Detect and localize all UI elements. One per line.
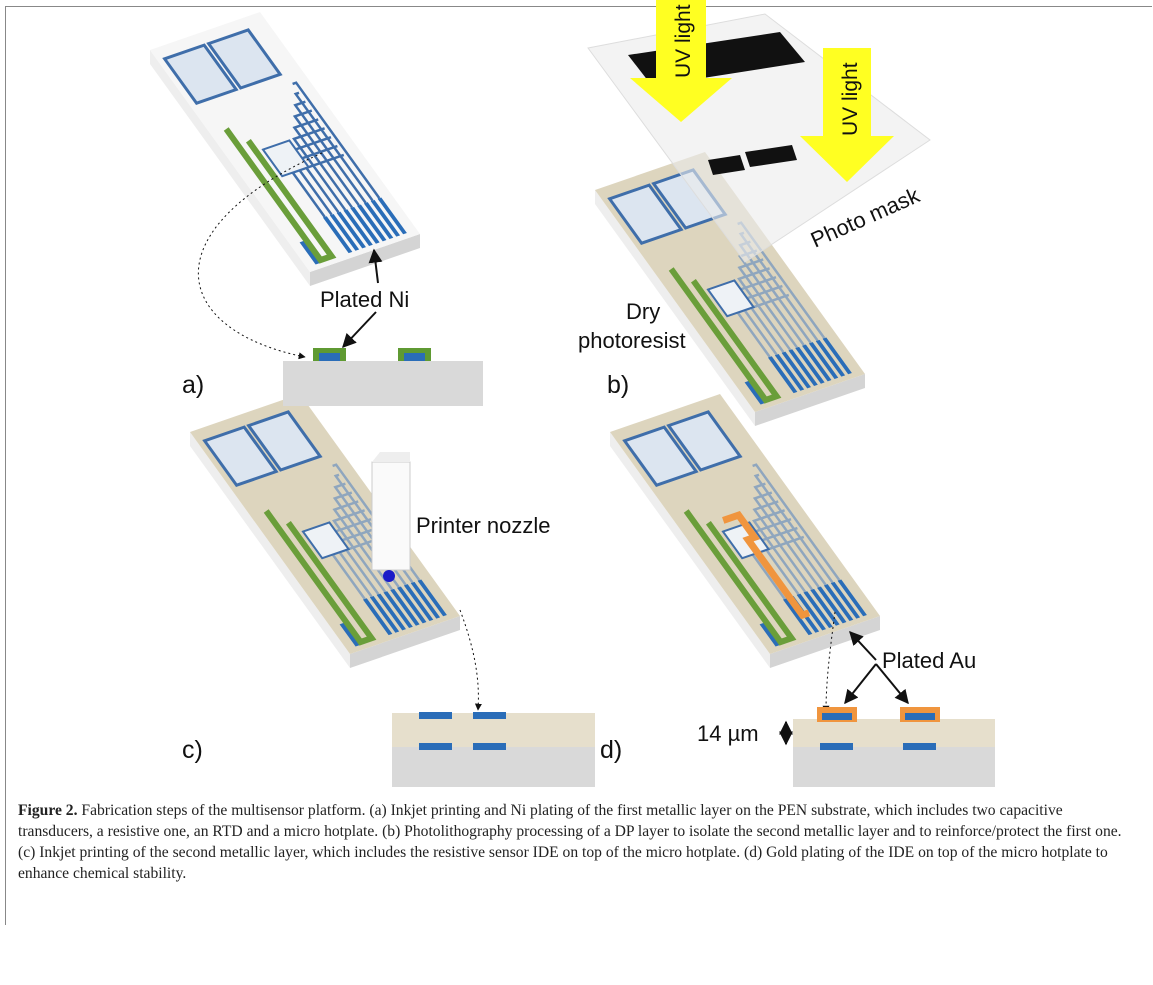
substrate-section — [793, 747, 995, 787]
annotation: photoresist — [578, 328, 686, 353]
track — [903, 743, 936, 750]
substrate-section — [392, 747, 595, 787]
panel-label: c) — [182, 736, 203, 764]
annotation: Dry — [626, 299, 660, 324]
track — [419, 712, 452, 719]
caption: Figure 2. Fabrication steps of the multi… — [18, 800, 1136, 884]
ink-drop — [383, 570, 395, 582]
annotation: Printer nozzle — [416, 513, 551, 538]
page: {"panels": [ {"label": "a)", "annotation… — [0, 0, 1153, 985]
printer-nozzle — [372, 462, 410, 570]
annotation: UV light — [672, 4, 695, 78]
board-top — [610, 394, 880, 654]
figure: a) Plated Ni b) UV light UV light Photo … — [0, 0, 1153, 800]
panel-label: d) — [600, 736, 622, 764]
annotation: Plated Au — [882, 648, 976, 673]
track — [905, 713, 935, 720]
track — [404, 353, 425, 361]
track — [473, 743, 506, 750]
pointer — [343, 312, 376, 347]
caption-title: Figure 2. — [18, 802, 77, 819]
track — [822, 713, 852, 720]
panel-label: b) — [607, 371, 629, 399]
substrate-section — [283, 361, 483, 406]
caption-text: Fabrication steps of the multisensor pla… — [18, 802, 1122, 882]
panel-label: a) — [182, 371, 204, 399]
track — [820, 743, 853, 750]
track — [419, 743, 452, 750]
annotation: UV light — [839, 62, 862, 136]
track — [473, 712, 506, 719]
track — [319, 353, 340, 361]
pointer — [850, 632, 876, 660]
photoresist-section — [793, 719, 995, 747]
annotation: 14 µm — [697, 721, 759, 746]
printer-nozzle — [372, 452, 410, 462]
pointer — [460, 610, 478, 710]
board-top — [150, 12, 420, 272]
annotation: Plated Ni — [320, 287, 409, 312]
pointer — [845, 664, 876, 703]
